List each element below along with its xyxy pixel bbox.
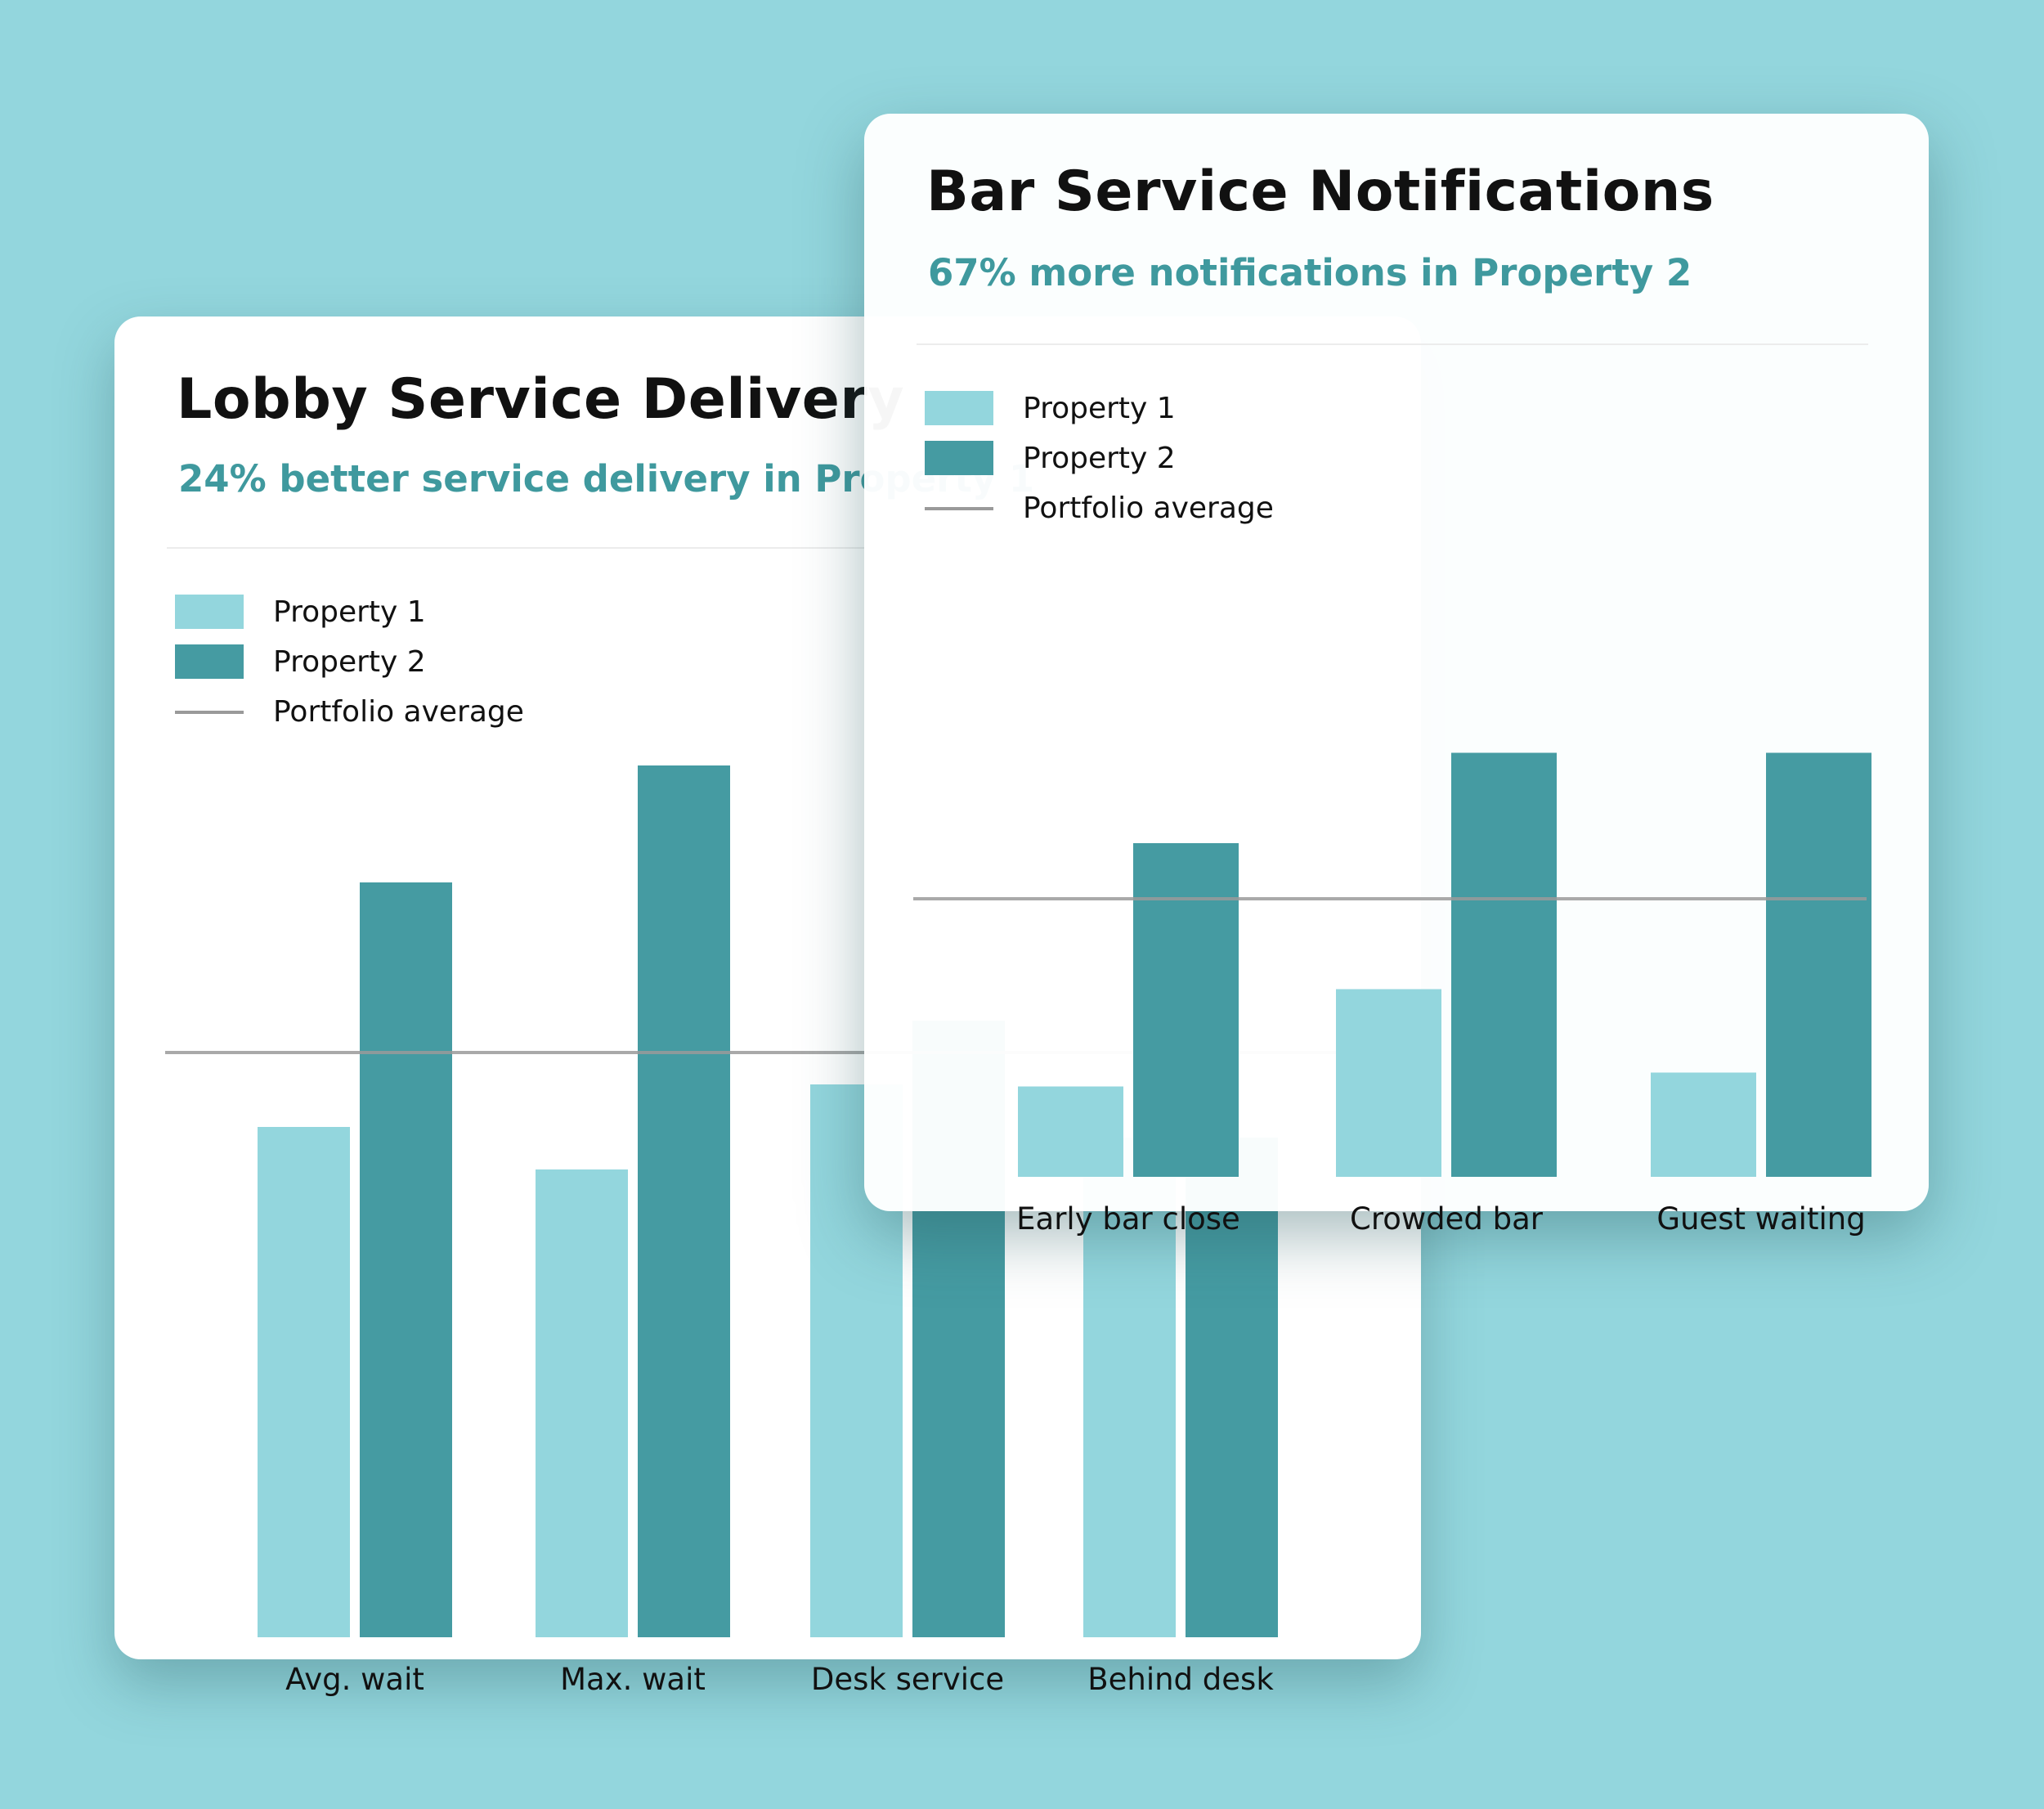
bar-2-behind-desk (1186, 1138, 1278, 1637)
bar-2-avg-wait (360, 882, 452, 1637)
bar-card-subtitle: 67% more notifications in Property 2 (928, 251, 1692, 294)
lobby-card-divider (167, 547, 1369, 549)
legend-swatch-property-1 (925, 391, 993, 425)
bar-service-card: Bar Service Notifications 67% more notif… (864, 114, 1929, 1237)
legend-label-average: Portfolio average (273, 695, 524, 729)
category-label: Desk service (811, 1662, 1004, 1697)
legend-swatch-property-1 (175, 595, 244, 629)
category-label: Guest waiting (1656, 1201, 1865, 1237)
bar-1-crowded-bar (1336, 989, 1441, 1177)
legend-label-property-1: Property 1 (273, 595, 426, 629)
lobby-card-title: Lobby Service Delivery (177, 367, 905, 432)
bar-1-behind-desk (1083, 1138, 1176, 1637)
bar-2-guest-waiting (1766, 752, 1871, 1177)
category-label: Avg. wait (285, 1662, 424, 1697)
category-label: Behind desk (1087, 1662, 1274, 1697)
bar-1-early-bar-close (1018, 1086, 1123, 1177)
legend-swatch-property-2 (175, 644, 244, 679)
bar-1-max-wait (536, 1169, 628, 1637)
bar-card-divider (917, 343, 1868, 345)
category-label: Max. wait (560, 1662, 706, 1697)
category-label: Crowded bar (1350, 1201, 1544, 1237)
legend-label-property-1: Property 1 (1023, 392, 1176, 425)
bar-1-avg-wait (258, 1127, 350, 1637)
legend-label-property-2: Property 2 (273, 645, 426, 679)
bar-notifications-chart: Early bar close Crowded bar Guest waiting (913, 752, 1871, 1237)
category-label: Early bar close (1016, 1201, 1240, 1237)
legend-label-average: Portfolio average (1023, 492, 1274, 525)
bar-2-crowded-bar (1451, 752, 1557, 1177)
legend-label-property-2: Property 2 (1023, 442, 1176, 475)
bar-2-early-bar-close (1133, 843, 1239, 1177)
legend-line-average (175, 711, 244, 714)
bar-1-guest-waiting (1651, 1072, 1756, 1177)
bar-card-title: Bar Service Notifications (926, 159, 1715, 224)
legend-line-average (925, 507, 993, 510)
legend-swatch-property-2 (925, 441, 993, 475)
bar-2-max-wait (638, 765, 730, 1637)
